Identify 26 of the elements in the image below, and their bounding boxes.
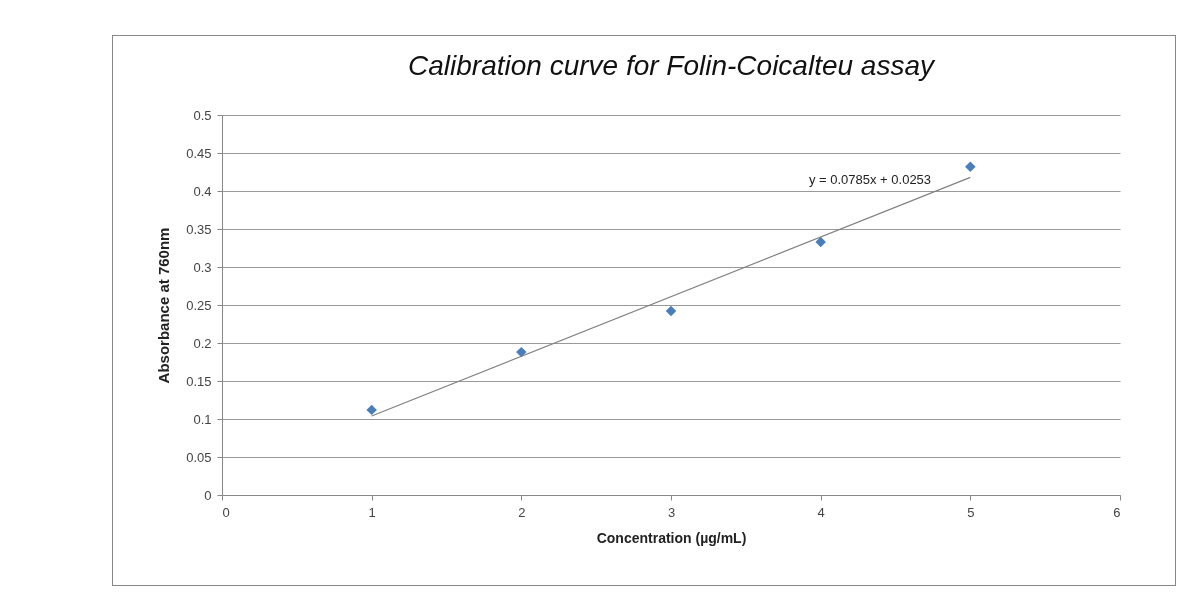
y-tick-label: 0.4 xyxy=(193,183,212,199)
y-tick-label: 0.35 xyxy=(186,221,212,237)
y-tick-label: 0.3 xyxy=(193,259,212,275)
y-tick-label: 0.1 xyxy=(193,411,212,427)
annotation: y = 0.0785x + 0.0253 xyxy=(808,172,932,187)
y-axis-title: Absorbance at 760nm xyxy=(155,227,173,384)
point xyxy=(665,305,677,317)
x-tick-label: 1 xyxy=(368,504,376,520)
y-tick-label: 0.5 xyxy=(193,107,212,123)
x-tick-label: 2 xyxy=(518,504,526,520)
point xyxy=(366,404,377,416)
x-tick-label: 3 xyxy=(667,504,676,520)
x-tick-label: 5 xyxy=(967,504,975,520)
x-tick-label: 4 xyxy=(817,504,825,520)
x-tick-label: 0 xyxy=(222,504,230,520)
point xyxy=(516,346,527,358)
y-tick-label: 0.45 xyxy=(186,145,212,161)
chart-title: Calibration curve for Folin-Coicalteu assay xyxy=(408,50,936,81)
point xyxy=(965,161,976,172)
y-tick-label: 0.05 xyxy=(186,449,212,465)
y-tick-label: 0.2 xyxy=(193,335,212,351)
x-tick-label: 6 xyxy=(1113,504,1121,520)
y-tick-label: 0.25 xyxy=(186,297,212,313)
x-axis-title: Concentration (µg/mL) xyxy=(596,529,747,546)
y-tick-label: 0 xyxy=(204,487,212,503)
y-tick-label: 0.15 xyxy=(186,373,212,389)
